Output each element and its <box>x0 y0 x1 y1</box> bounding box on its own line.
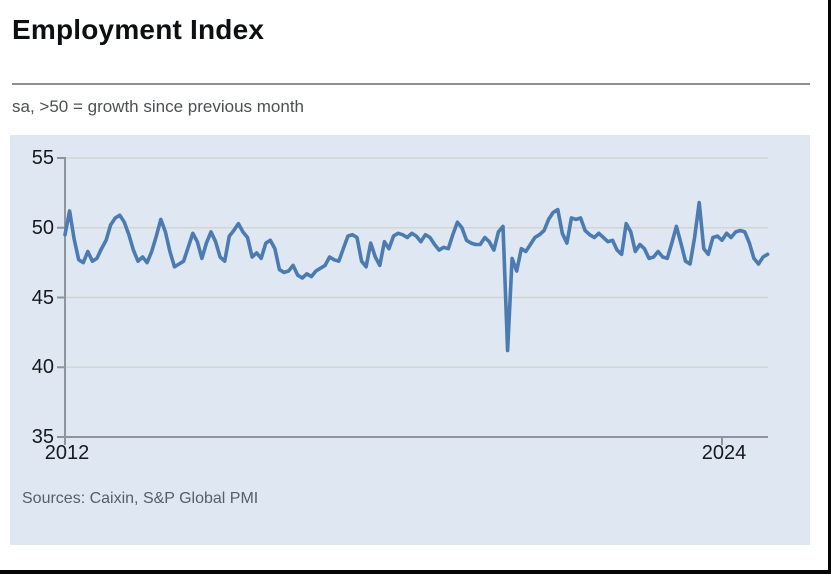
window-border-right <box>828 0 831 572</box>
title-divider <box>12 83 810 85</box>
page-title: Employment Index <box>12 14 265 45</box>
chart-subtitle: sa, >50 = growth since previous month <box>12 97 304 116</box>
x-axis-label-2012: 2012 <box>44 442 90 464</box>
y-axis-label-45: 45 <box>31 286 54 309</box>
y-axis-label-50: 50 <box>31 216 54 239</box>
y-axis-label-40: 40 <box>31 356 54 379</box>
employment-index-chart <box>57 157 770 445</box>
window-border-bottom <box>0 570 831 574</box>
y-axis-label-55: 55 <box>31 147 54 169</box>
axes <box>57 157 768 445</box>
x-axis-label-2024: 2024 <box>701 442 747 464</box>
gridlines <box>65 157 768 368</box>
source-note: Sources: Caixin, S&P Global PMI <box>22 490 259 507</box>
employment-index-line <box>63 200 770 353</box>
chart-panel: 35 40 45 50 55 2012 2024 Sources: Caixin, S&P… <box>10 135 810 545</box>
y-axis-label-35: 35 <box>31 426 54 448</box>
